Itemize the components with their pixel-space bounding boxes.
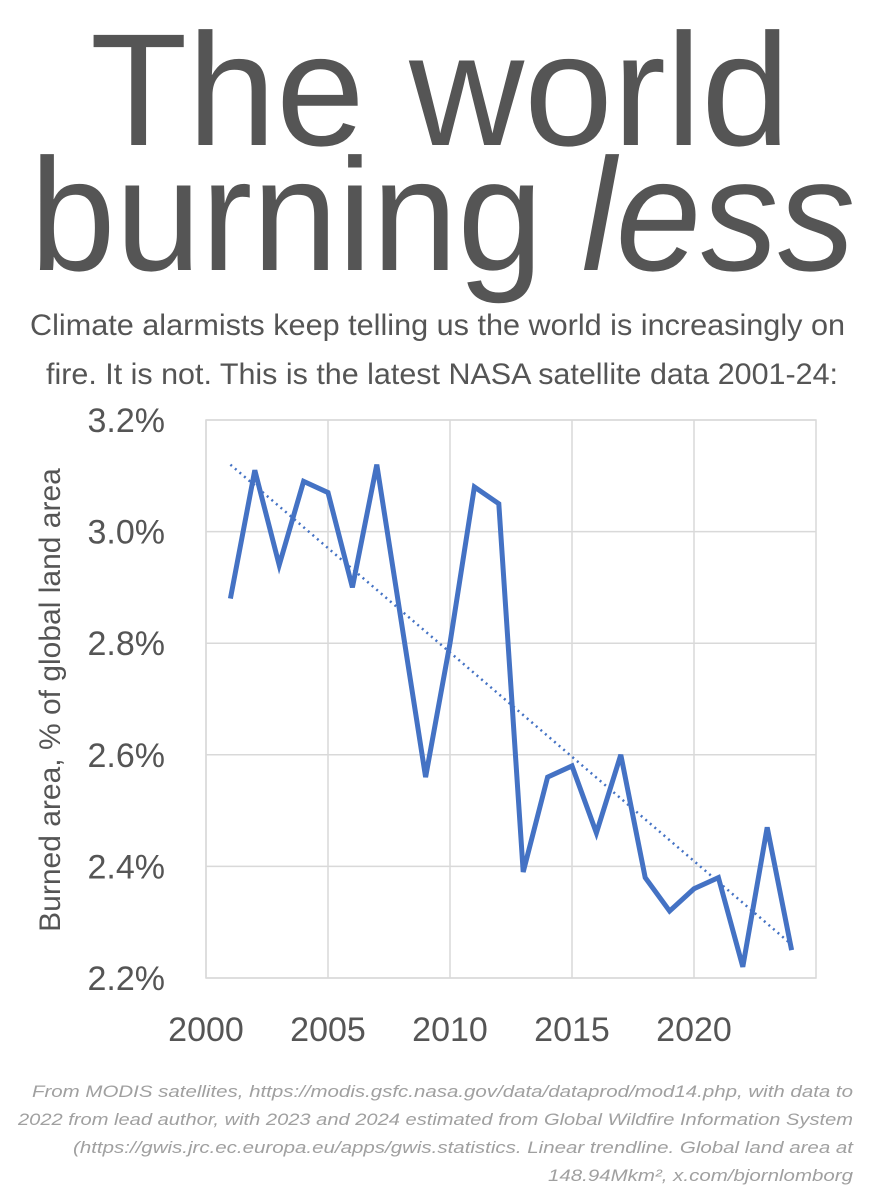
y-tick-label: 2.8% bbox=[88, 625, 166, 663]
x-tick-label: 2005 bbox=[290, 1011, 366, 1049]
y-tick-label: 2.6% bbox=[88, 737, 166, 775]
y-tick-label: 2.4% bbox=[88, 848, 166, 886]
title: The world bbox=[90, 0, 790, 179]
x-tick-label: 2000 bbox=[168, 1011, 244, 1049]
title-emphasis: less bbox=[582, 125, 855, 304]
plot: 2.2% 2.4% 2.6% 2.8% 3.0% 3.2% 2000 2005 2010 2015… bbox=[88, 402, 816, 1049]
data-line bbox=[227, 464, 795, 968]
y-tick-label: 3.2% bbox=[88, 402, 166, 440]
y-axis-label: Burned area, % of global land area bbox=[34, 468, 67, 932]
footnote: From MODIS satellites, https://modis.gsf… bbox=[32, 1082, 853, 1101]
x-tick-label: 2020 bbox=[656, 1011, 732, 1049]
x-tick-label: 2010 bbox=[412, 1011, 488, 1049]
subtitle: Climate alarmists keep telling us the wo… bbox=[30, 309, 845, 342]
plot-frame bbox=[205, 419, 817, 979]
subtitle: fire. It is not. This is the latest NASA… bbox=[46, 358, 838, 391]
y-tick-label: 2.2% bbox=[88, 960, 166, 998]
title-line-2: burning less bbox=[30, 125, 855, 304]
title-word: burning bbox=[30, 125, 543, 304]
footnote: 2022 from lead author, with 2023 and 202… bbox=[17, 1110, 853, 1129]
footnote: (https://gwis.jrc.ec.europa.eu/apps/gwis… bbox=[73, 1138, 855, 1157]
x-tick-label: 2015 bbox=[534, 1011, 610, 1049]
y-tick-label: 3.0% bbox=[88, 514, 166, 552]
footnote: 148.94Mkm², x.com/bjornlomborg bbox=[548, 1166, 854, 1185]
